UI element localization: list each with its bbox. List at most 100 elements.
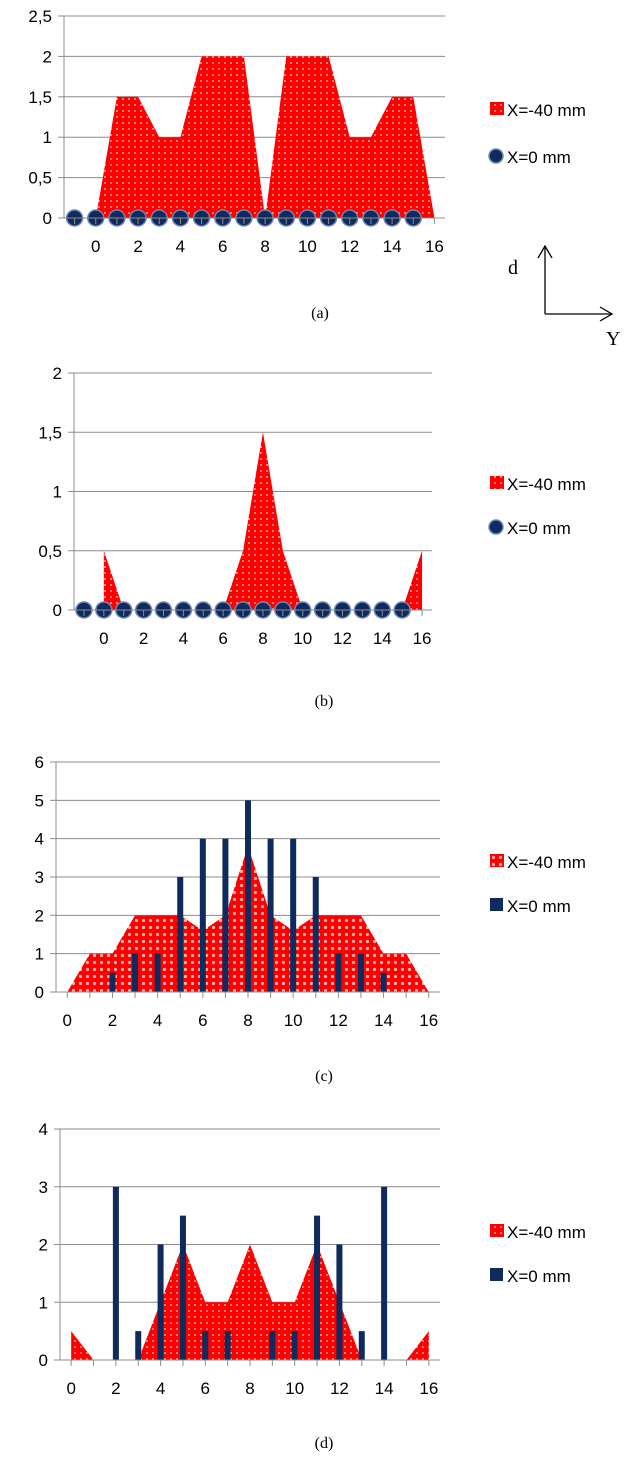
bar-x0 [380, 972, 387, 992]
x-tick-label: 2 [108, 1011, 117, 1030]
y-tick-label: 1,5 [28, 88, 52, 107]
horizontal-axis-label: Y [606, 328, 620, 350]
x-tick-label: 16 [413, 629, 432, 648]
bar-x0 [291, 1331, 298, 1360]
legend-label: X=-40 mm [507, 853, 586, 872]
area-series-x-40 [95, 56, 435, 219]
chart-caption: (d) [315, 1435, 334, 1452]
y-tick-label: 6 [35, 753, 44, 772]
y-tick-label: 5 [35, 791, 44, 810]
y-tick-label: 1 [53, 483, 62, 502]
legend-label: X=-40 mm [507, 475, 586, 494]
x-tick-label: 8 [245, 1379, 254, 1398]
y-tick-label: 3 [35, 868, 44, 887]
x-tick-label: 8 [258, 629, 267, 648]
vertical-arrow-head [537, 244, 553, 259]
bar-x0 [157, 1244, 164, 1360]
x-tick-label: 4 [153, 1011, 162, 1030]
x-tick-label: 6 [218, 629, 227, 648]
x-tick-label: 16 [419, 1011, 438, 1030]
bar-x0 [245, 800, 251, 992]
bar-x0 [312, 877, 319, 992]
x-tick-label: 4 [179, 629, 188, 648]
x-tick-label: 14 [373, 629, 392, 648]
y-tick-label: 1 [43, 128, 52, 147]
chart-caption: (b) [315, 693, 334, 710]
legend-label: X=0 mm [507, 148, 571, 167]
bar-x0 [154, 953, 161, 992]
chart-caption: (a) [311, 305, 329, 322]
x-tick-label: 10 [298, 237, 317, 256]
bar-x0 [267, 838, 274, 992]
x-tick-label: 4 [156, 1379, 165, 1398]
y-tick-label: 0 [53, 601, 62, 620]
chart-b: 0 0,5 1 1,5 2 0 2 4 6 8 10 12 14 16 X=-40 mm X=0 mm (b) [38, 364, 586, 710]
bar-x0 [222, 838, 229, 992]
y-tick-label: 2,5 [28, 7, 52, 26]
bar-x0 [202, 1331, 209, 1360]
bar-x0 [314, 1215, 321, 1360]
bar-x0 [335, 953, 342, 992]
y-tick-label: 1 [39, 1293, 48, 1312]
x-tick-label: 6 [201, 1379, 210, 1398]
x-tick-label: 12 [329, 1011, 348, 1030]
y-tick-label: 0 [39, 1351, 48, 1370]
legend-label: X=0 mm [507, 1267, 571, 1286]
bar-x0 [336, 1244, 343, 1360]
y-tick-label: 0,5 [38, 542, 62, 561]
y-tick-label: 2 [35, 906, 44, 925]
x-tick-label: 16 [425, 237, 444, 256]
legend-swatch-area [490, 1224, 504, 1237]
legend-swatch-area [490, 854, 504, 867]
x-tick-label: 0 [66, 1379, 75, 1398]
y-tick-label: 2 [53, 364, 62, 383]
x-tick-label: 14 [374, 1011, 393, 1030]
x-tick-label: 2 [111, 1379, 120, 1398]
x-tick-label: 2 [133, 237, 142, 256]
legend-label: X=-40 mm [507, 1223, 586, 1242]
vertical-axis-label: d [508, 257, 518, 279]
legend-label: X=-40 mm [507, 101, 586, 120]
legend-swatch-area [490, 102, 504, 115]
legend-swatch-bar [490, 898, 503, 911]
legend-swatch-area [490, 476, 504, 489]
bar-x0 [179, 1215, 186, 1360]
horizontal-arrow-head [599, 306, 614, 322]
x-tick-label: 0 [63, 1011, 72, 1030]
x-tick-label: 12 [340, 237, 359, 256]
x-tick-label: 10 [293, 629, 312, 648]
area-series-x-40 [103, 432, 423, 610]
y-tick-label: 0,5 [28, 169, 52, 188]
legend-label: X=0 mm [507, 897, 571, 916]
y-tick-label: 2 [39, 1236, 48, 1255]
bar-x0 [132, 953, 139, 992]
bar-x0 [112, 1186, 119, 1360]
y-tick-label: 0 [35, 983, 44, 1002]
x-tick-label: 10 [284, 1011, 303, 1030]
x-tick-label: 2 [139, 629, 148, 648]
bar-x0 [357, 953, 364, 992]
x-tick-label: 12 [330, 1379, 349, 1398]
x-tick-label: 4 [176, 237, 185, 256]
x-tick-label: 6 [198, 1011, 207, 1030]
y-tick-label: 4 [39, 1120, 48, 1139]
bar-x0 [358, 1331, 365, 1360]
y-tick-label: 2 [43, 47, 52, 66]
x-tick-label: 16 [419, 1379, 438, 1398]
bar-x0 [381, 1186, 388, 1360]
bar-x0 [269, 1331, 276, 1360]
y-tick-label: 1,5 [38, 423, 62, 442]
legend-swatch-marker [488, 519, 504, 535]
y-tick-label: 4 [35, 830, 44, 849]
legend-swatch-marker [488, 148, 504, 164]
bar-x0 [290, 838, 297, 992]
bar-x0 [199, 838, 206, 992]
chart-a: 0 0,5 1 1,5 2 2,5 0 2 4 6 8 10 12 14 16 X=-40 mm X=0 mm (… [28, 7, 586, 322]
x-tick-label: 8 [243, 1011, 252, 1030]
x-tick-label: 14 [375, 1379, 394, 1398]
y-tick-label: 0 [43, 209, 52, 228]
bar-x0 [109, 972, 116, 992]
axes-indicator: d Y [508, 244, 620, 350]
